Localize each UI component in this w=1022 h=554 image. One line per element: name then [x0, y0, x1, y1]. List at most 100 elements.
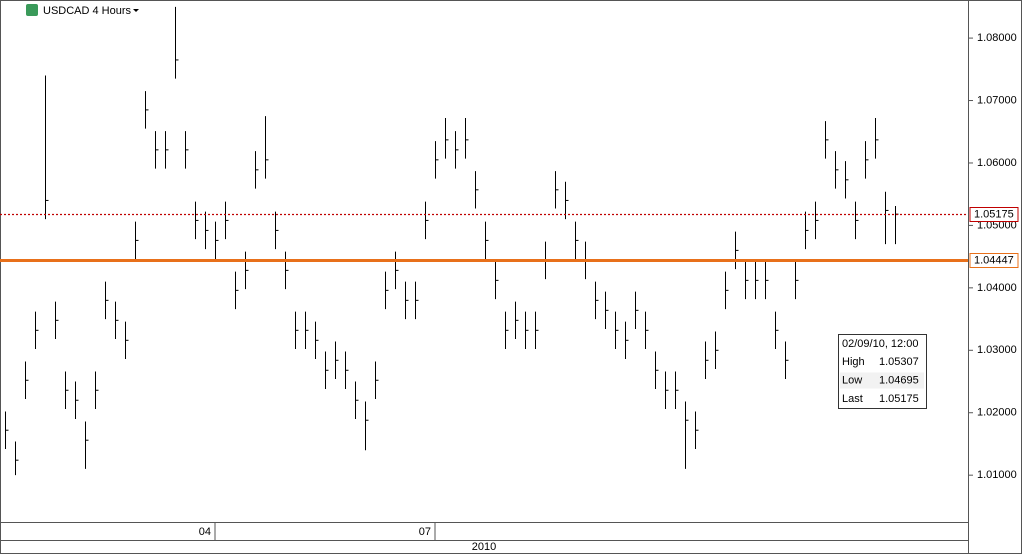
ohlc-bar: [685, 401, 689, 469]
ohlc-bar: [815, 201, 819, 240]
x-tick-label: 07: [419, 526, 431, 538]
ohlc-bar: [25, 361, 29, 399]
price-label: 1.04447: [974, 254, 1014, 266]
ohlc-bar: [505, 311, 509, 350]
ohlc-bar: [175, 6, 179, 79]
x-tick-label: 04: [199, 526, 211, 538]
ohlc-bar: [435, 141, 439, 179]
info-row-bg: [840, 391, 924, 407]
ohlc-bar: [885, 191, 889, 245]
ohlc-bar: [635, 291, 639, 330]
price-label-box: [969, 207, 1019, 222]
info-row-bg: [840, 354, 924, 370]
ohlc-bar: [155, 131, 159, 169]
ohlc-bar: [75, 381, 79, 419]
info-date: 02/09/10, 12:00: [842, 338, 918, 350]
ohlc-bar: [615, 311, 619, 350]
ohlc-bar: [625, 321, 629, 360]
ohlc-bar: [295, 311, 299, 350]
ohlc-bar: [415, 281, 419, 320]
ohlc-bar: [515, 301, 519, 340]
ohlc-bar: [865, 141, 869, 179]
ohlc-bar: [145, 91, 149, 129]
ohlc-bar: [475, 171, 479, 209]
ohlc-bar: [705, 341, 709, 380]
ohlc-bar: [95, 371, 99, 409]
ohlc-bar: [875, 118, 879, 159]
ohlc-bar: [115, 301, 119, 340]
ohlc-bar: [695, 411, 699, 449]
ohlc-bar: [245, 251, 249, 290]
y-tick-label: 1.02000: [977, 407, 1017, 419]
ohlc-bar: [495, 261, 499, 300]
info-row-value: 1.05175: [879, 393, 919, 405]
ohlc-bar: [65, 371, 69, 409]
ohlc-bar: [185, 131, 189, 169]
ohlc-bar: [345, 351, 349, 390]
ohlc-bar: [775, 311, 779, 350]
info-box: 02/09/10, 12:00 High 1.05307 Low 1.04695 Last…: [838, 334, 927, 409]
title-badge[interactable]: USDCAD 4 Hours: [26, 4, 139, 17]
price-label: 1.05175: [974, 208, 1014, 220]
x-group-label: 2010: [472, 541, 496, 553]
ohlc-bar: [755, 261, 759, 300]
ohlc-bar: [465, 118, 469, 159]
ohlc-bar: [665, 371, 669, 409]
ohlc-bar: [285, 251, 289, 290]
ohlc-bar: [395, 251, 399, 290]
y-tick-label: 1.03000: [977, 344, 1017, 356]
ohlc-bar: [575, 221, 579, 260]
symbol-icon: [26, 4, 38, 16]
y-tick-label: 1.01000: [977, 469, 1017, 481]
ohlc-bar: [795, 261, 799, 300]
ohlc-bar: [385, 271, 389, 310]
ohlc-bar: [735, 231, 739, 270]
ohlc-bar: [655, 351, 659, 390]
info-row-value: 1.04695: [879, 374, 919, 386]
ohlc-bar: [325, 351, 329, 390]
ohlc-bar: [455, 131, 459, 169]
ohlc-bar: [765, 261, 769, 300]
ohlc-bar: [855, 201, 859, 240]
ohlc-bar: [565, 181, 569, 220]
ohlc-bar: [255, 151, 259, 189]
ohlc-bar: [5, 411, 9, 449]
ohlc-bar: [745, 261, 749, 300]
ohlc-bar: [675, 371, 679, 409]
chart-title[interactable]: USDCAD 4 Hours: [43, 5, 132, 17]
info-row-name: High: [842, 356, 865, 368]
ohlc-bar: [805, 211, 809, 250]
ohlc-bar: [525, 311, 529, 350]
ohlc-bar: [355, 381, 359, 419]
ohlc-bar: [725, 271, 729, 310]
ohlc-bar: [425, 201, 429, 240]
ohlc-bar: [235, 271, 239, 310]
ohlc-bar: [535, 311, 539, 350]
y-tick-label: 1.05000: [977, 219, 1017, 231]
ohlc-bar: [205, 211, 209, 250]
ohlc-bar: [195, 201, 199, 240]
ohlc-bar: [335, 341, 339, 380]
info-row-name: Low: [842, 374, 862, 386]
ohlc-bar: [125, 321, 129, 360]
ohlc-bar: [785, 341, 789, 380]
ohlc-bar: [55, 301, 59, 340]
ohlc-bar: [485, 221, 489, 260]
ohlc-bar: [845, 161, 849, 199]
ohlc-bar: [45, 75, 49, 220]
dropdown-arrow[interactable]: [133, 9, 139, 12]
ohlc-bar: [445, 118, 449, 159]
ohlc-bar: [85, 421, 89, 469]
ohlc-bar: [595, 281, 599, 320]
ohlc-bar: [645, 311, 649, 350]
ohlc-bar: [305, 311, 309, 350]
y-tick-label: 1.04000: [977, 282, 1017, 294]
ohlc-bar: [825, 121, 829, 159]
y-tick-label: 1.07000: [977, 94, 1017, 106]
ohlc-bar: [15, 441, 19, 476]
ohlc-bar: [105, 281, 109, 320]
info-row-bg: [840, 372, 924, 389]
ohlc-bar: [265, 116, 269, 179]
